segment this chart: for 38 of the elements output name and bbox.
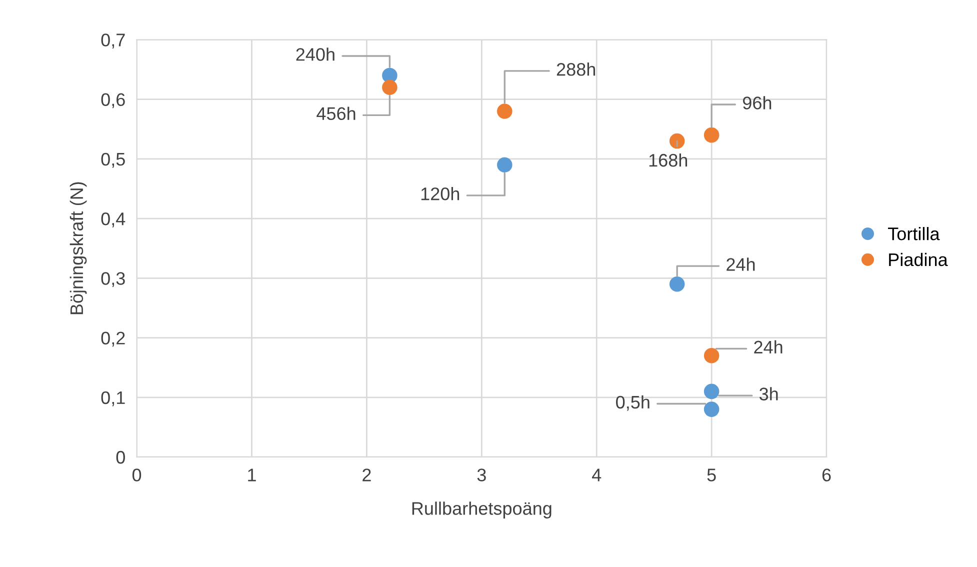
x-tick-label: 6: [822, 468, 831, 482]
annotation: 288h: [556, 62, 596, 76]
annotation: 96h: [742, 96, 772, 110]
y-tick-label: 0: [116, 450, 125, 464]
point: [497, 104, 512, 119]
x-tick-label: 3: [477, 468, 486, 482]
y-tick-label: 0,4: [101, 212, 126, 228]
x-tick-label: 1: [248, 468, 256, 482]
annotation: 120h: [421, 187, 460, 200]
annotation: 24h: [726, 258, 755, 271]
y-axis-title: Böjningskraft (N): [70, 182, 87, 314]
y-tick-label: 0,5: [101, 152, 125, 168]
point: [669, 276, 685, 292]
x-tick-label: 5: [707, 468, 716, 482]
annotation: 168h: [649, 153, 688, 167]
x-tick-label: 4: [592, 468, 602, 482]
y-tick-label: 0,1: [101, 391, 125, 406]
point: [704, 384, 720, 400]
y-tick-label: 0,6: [101, 93, 125, 108]
point: [382, 80, 398, 96]
point: [704, 127, 720, 143]
annotation: 24h: [754, 340, 782, 354]
point: [704, 348, 720, 364]
annotation: 0,5h: [616, 395, 650, 411]
point: [497, 157, 512, 173]
x-tick-label: 2: [362, 468, 371, 482]
x-axis-title: Rullbarhetspoäng: [412, 502, 552, 518]
legend-label: Tortilla: [888, 227, 940, 240]
annotation: 456h: [316, 106, 356, 120]
annotation: 3h: [759, 387, 778, 400]
y-tick-label: 0,2: [101, 332, 125, 347]
x-tick-label: 0: [132, 468, 142, 482]
point: [704, 402, 720, 417]
legend-label: Piadina: [889, 252, 948, 266]
y-tick-label: 0,3: [101, 272, 125, 288]
y-tick-label: 0,7: [101, 34, 125, 49]
point: [669, 133, 685, 149]
annotation: 240h: [296, 48, 334, 61]
